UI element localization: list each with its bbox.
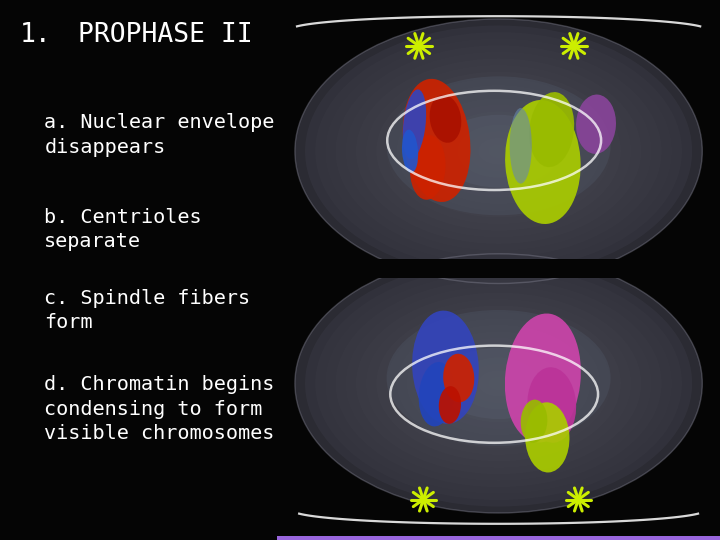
Ellipse shape [325,39,672,264]
Ellipse shape [410,135,446,200]
Ellipse shape [336,45,662,257]
Ellipse shape [438,115,559,187]
Ellipse shape [366,65,631,237]
Ellipse shape [387,78,611,224]
Ellipse shape [325,273,672,494]
Text: 1.: 1. [19,22,51,48]
Ellipse shape [438,345,559,422]
Ellipse shape [402,130,418,173]
Ellipse shape [458,357,539,409]
Ellipse shape [346,52,652,251]
Ellipse shape [478,370,519,396]
Ellipse shape [525,402,570,472]
Ellipse shape [356,59,642,244]
Ellipse shape [336,280,662,487]
Ellipse shape [427,105,570,198]
Bar [277,259,720,278]
Ellipse shape [488,377,509,390]
Ellipse shape [468,131,529,171]
Ellipse shape [444,354,474,402]
Text: b. Centrioles
separate: b. Centrioles separate [45,208,202,251]
Ellipse shape [295,19,702,284]
Ellipse shape [448,351,549,416]
Text: a. Nuclear envelope
disappears: a. Nuclear envelope disappears [45,113,275,157]
Ellipse shape [397,319,600,448]
Ellipse shape [315,32,682,270]
Ellipse shape [438,348,559,419]
Ellipse shape [430,95,462,143]
Text: d. Chromatin begins
condensing to form
visible chromosomes: d. Chromatin begins condensing to form v… [45,375,275,443]
Ellipse shape [407,325,590,442]
Ellipse shape [510,108,532,184]
Ellipse shape [417,98,580,204]
Ellipse shape [397,85,600,217]
Ellipse shape [402,79,470,202]
Ellipse shape [402,90,426,159]
Ellipse shape [366,299,631,468]
Ellipse shape [448,118,549,184]
Text: PROPHASE II: PROPHASE II [78,22,252,48]
Ellipse shape [407,92,590,211]
Ellipse shape [346,286,652,481]
Ellipse shape [305,25,692,277]
Ellipse shape [377,72,621,231]
Ellipse shape [295,254,702,513]
Ellipse shape [356,293,642,474]
Ellipse shape [315,267,682,500]
Ellipse shape [488,145,509,158]
Ellipse shape [527,367,576,443]
Ellipse shape [521,400,547,443]
Ellipse shape [505,100,580,224]
Ellipse shape [576,94,616,154]
Ellipse shape [438,111,559,191]
Ellipse shape [458,125,539,178]
Ellipse shape [412,310,479,424]
Ellipse shape [419,362,454,427]
Ellipse shape [478,138,519,164]
Ellipse shape [529,92,574,167]
Ellipse shape [417,332,580,435]
Text: c. Spindle fibers
form: c. Spindle fibers form [45,289,251,332]
Ellipse shape [468,364,529,403]
Ellipse shape [387,312,611,455]
Ellipse shape [505,314,581,442]
Ellipse shape [438,386,461,424]
Ellipse shape [377,306,621,461]
Ellipse shape [305,260,692,507]
Ellipse shape [387,310,611,446]
Bar [277,536,720,540]
Ellipse shape [387,76,611,215]
Ellipse shape [427,338,570,429]
